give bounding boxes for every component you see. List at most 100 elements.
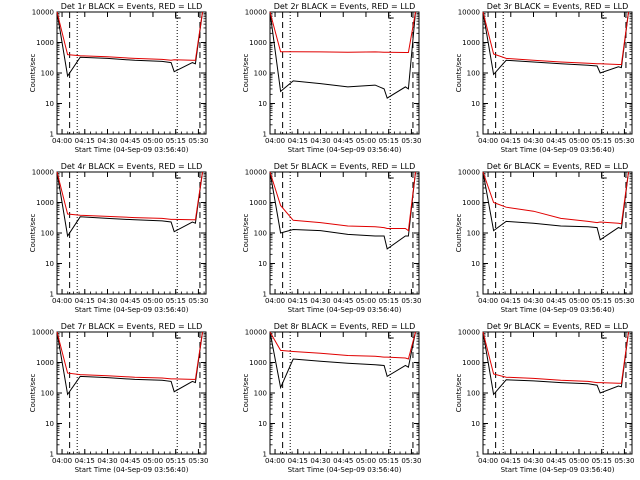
bracket-marker [601, 172, 607, 179]
x-tick-label: 05:30 [188, 137, 208, 145]
events-series-line [56, 331, 203, 396]
y-axis-label: Counts/sec [29, 374, 37, 413]
events-series-line [56, 11, 203, 78]
x-tick-label: 05:30 [188, 297, 208, 305]
y-tick-label: 10 [471, 420, 480, 428]
x-axis-label: Start Time (04-Sep-09 03:56:40) [288, 466, 402, 474]
y-axis-label: Counts/sec [455, 374, 463, 413]
y-tick-label: 10000 [458, 329, 480, 337]
y-axis-label: Counts/sec [455, 54, 463, 93]
x-axis-label: Start Time (04-Sep-09 03:56:40) [288, 146, 402, 154]
chart-title: Det 7r BLACK = Events, RED = LLD [61, 322, 203, 331]
chart-title: Det 1r BLACK = Events, RED = LLD [61, 2, 203, 11]
detector-panel-3: Det 3r BLACK = Events, RED = LLD 1 10 100 10… [426, 0, 639, 160]
detector-panel-5: Det 5r BLACK = Events, RED = LLD 1 10 100 10… [213, 160, 426, 320]
detector-chart-8: Det 8r BLACK = Events, RED = LLD 1 10 100 10… [242, 322, 422, 474]
y-tick-label: 10000 [32, 169, 54, 177]
x-tick-label: 04:30 [97, 297, 117, 305]
bracket-marker [388, 12, 394, 19]
x-tick-label: 05:00 [356, 457, 376, 465]
events-series-line [482, 331, 629, 396]
y-tick-label: 1000 [462, 199, 480, 207]
y-axis-label: Counts/sec [242, 374, 250, 413]
y-axis-label: Counts/sec [242, 214, 250, 253]
x-tick-label: 04:45 [333, 457, 353, 465]
y-tick-label: 1000 [36, 39, 54, 47]
x-tick-label: 04:15 [501, 457, 521, 465]
x-axis-label: Start Time (04-Sep-09 03:56:40) [501, 466, 615, 474]
y-tick-label: 100 [254, 230, 267, 238]
y-tick-label: 1 [50, 131, 54, 139]
y-tick-label: 10000 [245, 9, 267, 17]
x-tick-label: 05:00 [569, 297, 589, 305]
detector-panel-6: Det 6r BLACK = Events, RED = LLD 1 10 100 10… [426, 160, 639, 320]
y-tick-label: 10000 [458, 9, 480, 17]
chart-title: Det 8r BLACK = Events, RED = LLD [274, 322, 416, 331]
detector-chart-4: Det 4r BLACK = Events, RED = LLD 1 10 100 10… [29, 162, 209, 314]
x-tick-label: 05:15 [592, 137, 612, 145]
y-tick-label: 10 [258, 420, 267, 428]
x-tick-label: 04:30 [310, 137, 330, 145]
x-tick-label: 04:30 [310, 297, 330, 305]
detector-chart-3: Det 3r BLACK = Events, RED = LLD 1 10 100 10… [455, 2, 635, 154]
x-axis-label: Start Time (04-Sep-09 03:56:40) [75, 146, 189, 154]
x-tick-label: 05:00 [356, 137, 376, 145]
detector-chart-7: Det 7r BLACK = Events, RED = LLD 1 10 100 10… [29, 322, 209, 474]
lld-series-line [56, 331, 203, 380]
x-tick-label: 05:00 [356, 297, 376, 305]
bracket-marker [388, 172, 394, 179]
y-tick-label: 10 [258, 100, 267, 108]
y-tick-label: 10000 [245, 329, 267, 337]
x-tick-label: 04:15 [288, 297, 308, 305]
y-tick-label: 1000 [462, 39, 480, 47]
x-tick-label: 04:00 [478, 297, 498, 305]
bracket-marker [388, 332, 394, 339]
x-axis-label: Start Time (04-Sep-09 03:56:40) [75, 306, 189, 314]
x-tick-label: 04:30 [523, 457, 543, 465]
plot-frame [269, 171, 420, 295]
y-tick-label: 100 [467, 70, 480, 78]
lld-series-line [269, 331, 416, 360]
x-tick-label: 04:30 [310, 457, 330, 465]
x-tick-label: 04:15 [75, 297, 95, 305]
chart-title: Det 4r BLACK = Events, RED = LLD [61, 162, 203, 171]
y-axis-label: Counts/sec [455, 214, 463, 253]
x-tick-label: 04:30 [97, 137, 117, 145]
plot-frame [482, 11, 633, 135]
y-tick-label: 100 [467, 390, 480, 398]
bracket-marker [601, 332, 607, 339]
lld-series-line [269, 11, 416, 53]
x-tick-label: 05:15 [379, 297, 399, 305]
x-axis-label: Start Time (04-Sep-09 03:56:40) [501, 146, 615, 154]
chart-title: Det 3r BLACK = Events, RED = LLD [487, 2, 629, 11]
x-tick-label: 04:15 [75, 457, 95, 465]
detector-panel-8: Det 8r BLACK = Events, RED = LLD 1 10 100 10… [213, 320, 426, 480]
y-tick-label: 1 [476, 291, 480, 299]
lld-series-line [56, 11, 203, 61]
lld-series-line [269, 171, 416, 232]
x-tick-label: 04:15 [501, 297, 521, 305]
y-tick-label: 10000 [245, 169, 267, 177]
x-tick-label: 05:15 [166, 137, 186, 145]
detector-chart-2: Det 2r BLACK = Events, RED = LLD 1 10 100 10… [242, 2, 422, 154]
x-tick-label: 05:15 [592, 457, 612, 465]
lld-series-line [482, 331, 629, 384]
x-tick-label: 04:45 [546, 137, 566, 145]
detector-chart-6: Det 6r BLACK = Events, RED = LLD 1 10 100 10… [455, 162, 635, 314]
y-tick-label: 1000 [249, 359, 267, 367]
y-tick-label: 1 [263, 131, 267, 139]
x-tick-label: 04:45 [546, 457, 566, 465]
y-axis-label: Counts/sec [29, 214, 37, 253]
x-tick-label: 05:15 [166, 297, 186, 305]
x-tick-label: 04:15 [75, 137, 95, 145]
y-tick-label: 100 [41, 230, 54, 238]
y-tick-label: 100 [41, 70, 54, 78]
bracket-marker [175, 332, 181, 339]
y-tick-label: 10000 [32, 329, 54, 337]
lld-series-line [482, 11, 629, 65]
x-tick-label: 04:15 [288, 137, 308, 145]
x-tick-label: 04:00 [52, 137, 72, 145]
x-tick-label: 04:00 [265, 137, 285, 145]
y-tick-label: 10 [45, 100, 54, 108]
